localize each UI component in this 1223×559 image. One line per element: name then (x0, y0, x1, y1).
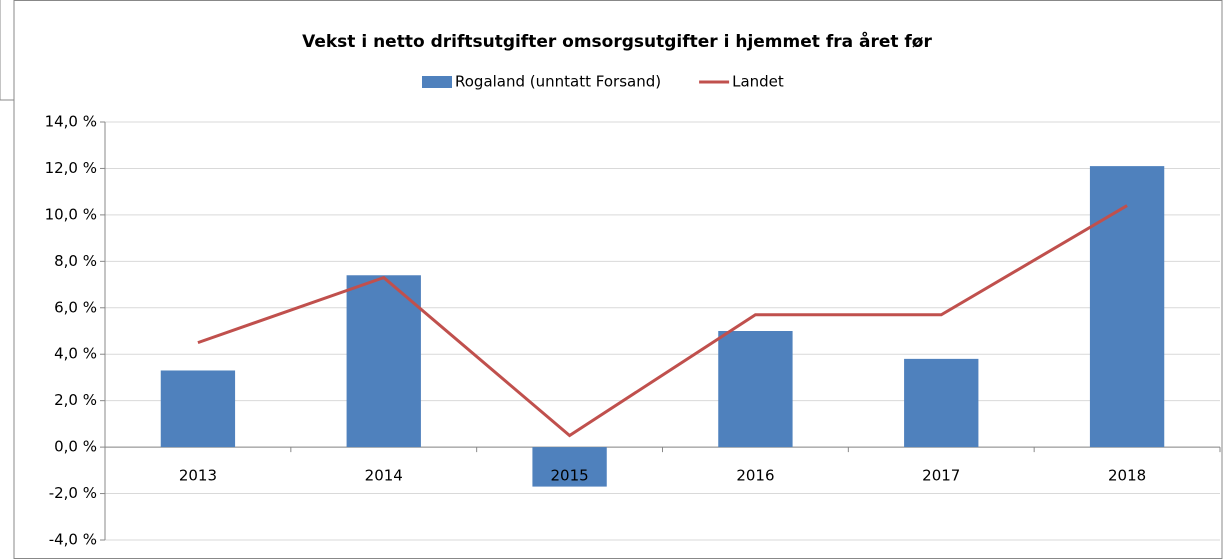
bar (346, 275, 421, 448)
y-tick-label: 8,0 % (54, 252, 97, 270)
y-tick-label: 2,0 % (54, 391, 97, 409)
x-tick-label: 2017 (922, 467, 960, 485)
legend-label: Rogaland (unntatt Forsand) (455, 73, 661, 91)
bar (1089, 166, 1165, 448)
y-tick-label: -2,0 % (49, 484, 97, 502)
bar (904, 358, 979, 448)
y-tick-label: 0,0 % (54, 438, 97, 456)
x-tick-label: 2014 (365, 467, 403, 485)
y-tick-label: 12,0 % (45, 159, 97, 177)
legend-swatch (422, 76, 452, 88)
bar (532, 447, 607, 487)
y-tick-label: 10,0 % (45, 205, 97, 223)
chart-frame (13, 0, 1223, 559)
x-tick-label: 2013 (179, 467, 217, 485)
y-tick-label: 4,0 % (54, 345, 97, 363)
y-tick-label: 14,0 % (45, 113, 97, 131)
y-tick-label: 6,0 % (54, 298, 97, 316)
y-tick-label: -4,0 % (49, 531, 97, 549)
bar (718, 331, 793, 448)
x-tick-label: 2018 (1108, 467, 1146, 485)
x-tick-label: 2015 (550, 467, 588, 485)
line (197, 204, 1128, 438)
bar (160, 370, 236, 448)
x-tick-label: 2016 (736, 467, 774, 485)
legend-label: Landet (732, 73, 784, 91)
chart-title: Vekst i netto driftsutgifter omsorgsutgi… (302, 30, 932, 52)
